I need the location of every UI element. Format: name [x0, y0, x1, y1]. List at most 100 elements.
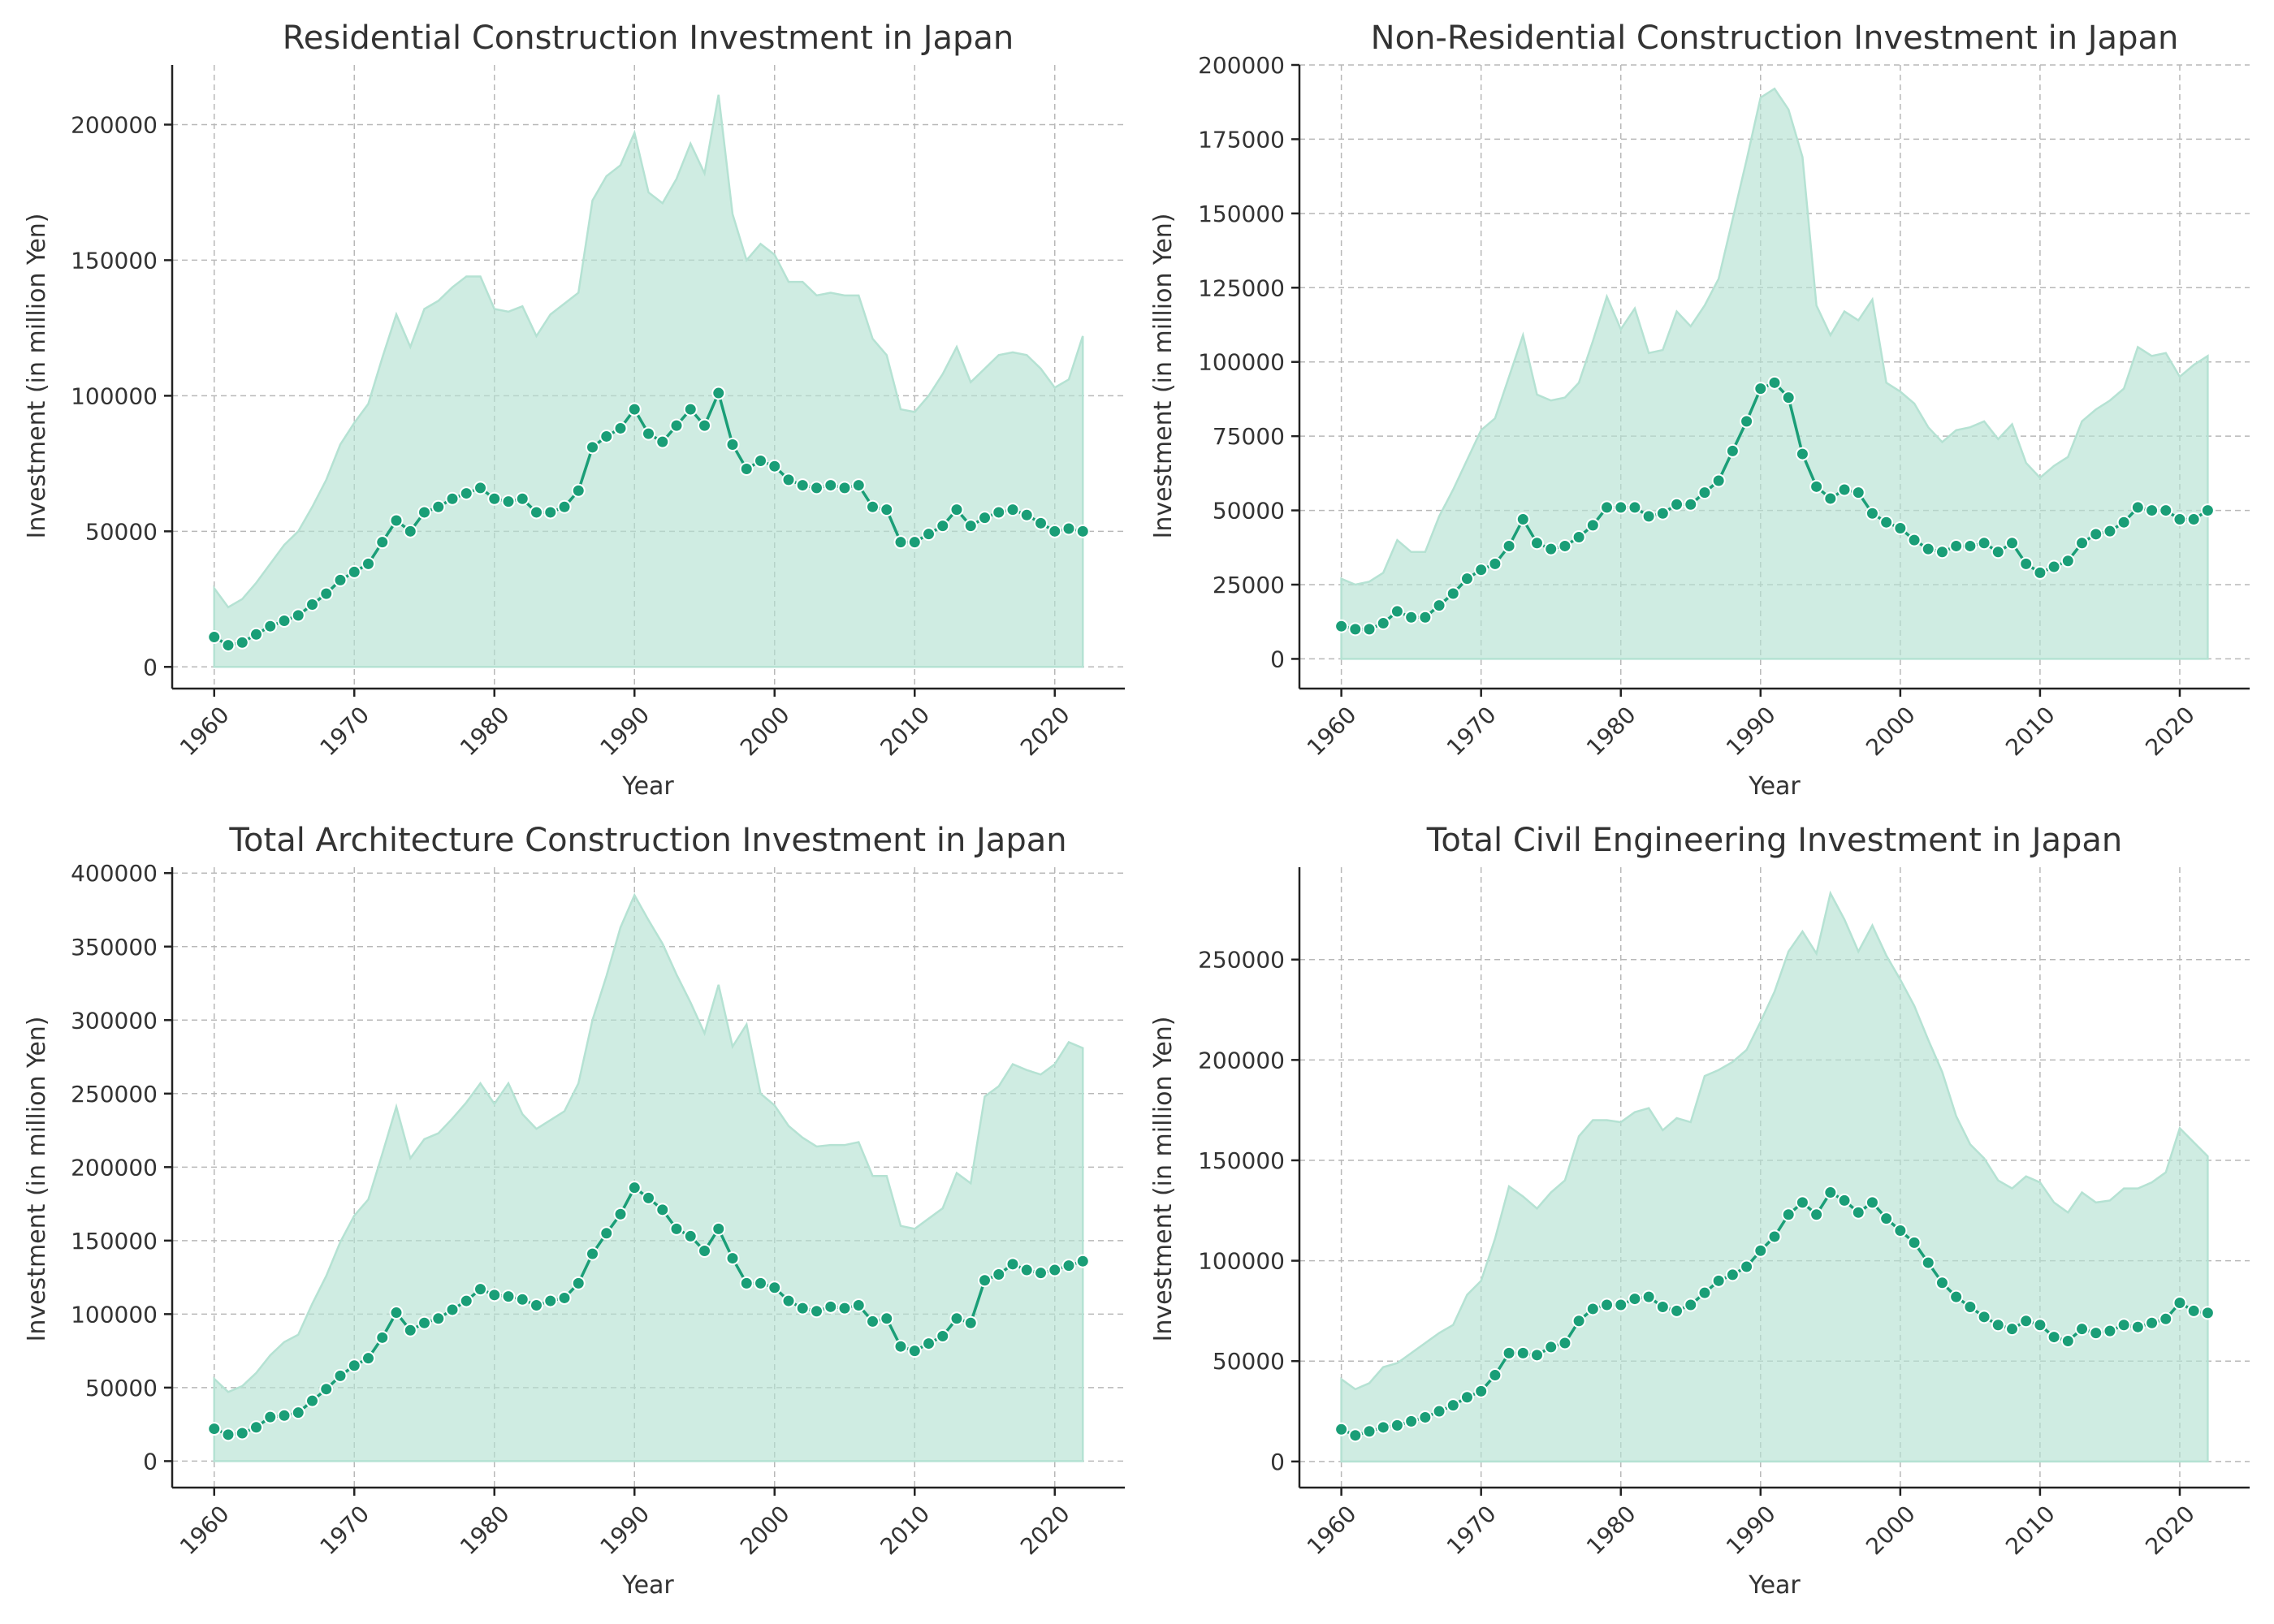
- data-point: [978, 511, 992, 525]
- data-point: [810, 1304, 824, 1319]
- data-point: [1334, 1422, 1349, 1436]
- data-point: [1019, 1263, 1034, 1277]
- y-tick-label: 125000: [1198, 274, 1285, 301]
- data-point: [1614, 500, 1628, 515]
- data-point: [1488, 556, 1502, 571]
- y-tick-label: 250000: [1198, 947, 1285, 974]
- data-point: [2019, 1314, 2034, 1328]
- data-point: [992, 505, 1006, 520]
- data-point: [2033, 565, 2047, 580]
- data-point: [1061, 1259, 1076, 1273]
- data-point: [319, 1382, 334, 1397]
- data-point: [866, 1314, 880, 1328]
- data-point: [1334, 619, 1349, 633]
- data-points: [1334, 1186, 2215, 1443]
- data-point: [1390, 1418, 1404, 1432]
- x-tick-label: 2000: [735, 1501, 795, 1561]
- data-point: [487, 491, 502, 506]
- data-point: [2130, 500, 2145, 515]
- data-point: [1767, 375, 1782, 390]
- data-point: [207, 1422, 222, 1436]
- x-axis-label: Year: [621, 1571, 674, 1600]
- y-tick-label: 0: [143, 654, 158, 680]
- data-point: [613, 1207, 628, 1221]
- data-point: [936, 1329, 950, 1344]
- data-point: [698, 1244, 711, 1259]
- data-point: [1348, 1428, 1363, 1443]
- data-point: [2116, 515, 2131, 529]
- y-axis-label: Investment (in million Yen): [1149, 1016, 1178, 1341]
- data-point: [711, 1221, 726, 1236]
- x-tick-label: 2020: [1015, 702, 1075, 762]
- data-point: [1348, 622, 1363, 637]
- data-point: [1767, 1229, 1782, 1244]
- data-point: [1404, 1414, 1419, 1428]
- data-point: [2172, 1296, 2187, 1311]
- y-tick-label: 100000: [1198, 1248, 1285, 1275]
- x-axis-label: Year: [621, 772, 674, 801]
- data-point: [1459, 1390, 1474, 1405]
- subplot-title: Residential Construction Investment in J…: [283, 19, 1014, 57]
- data-point: [1977, 1310, 1991, 1324]
- data-point: [1641, 1289, 1656, 1304]
- data-point: [1502, 538, 1516, 553]
- data-point: [963, 519, 978, 533]
- data-point: [837, 481, 852, 495]
- data-point: [1502, 1345, 1516, 1360]
- data-point: [277, 1408, 292, 1423]
- data-point: [1585, 1302, 1600, 1316]
- data-point: [1963, 1299, 1978, 1314]
- x-axis-label: Year: [1748, 772, 1801, 801]
- data-point: [922, 1337, 936, 1351]
- data-point: [613, 421, 628, 435]
- data-point: [1061, 521, 1076, 536]
- data-point: [207, 630, 222, 645]
- data-point: [1655, 1299, 1670, 1314]
- data-point: [893, 1339, 908, 1354]
- data-point: [403, 524, 417, 538]
- data-point: [949, 1311, 964, 1326]
- data-point: [1390, 604, 1404, 619]
- x-tick-label: 2020: [2140, 702, 2200, 762]
- data-point: [557, 499, 572, 514]
- data-point: [1977, 536, 1991, 551]
- data-point: [1432, 598, 1446, 613]
- data-point: [445, 491, 460, 506]
- data-point: [1921, 542, 1935, 556]
- data-point: [1571, 529, 1586, 544]
- data-point: [978, 1273, 992, 1288]
- data-point: [2033, 1318, 2047, 1332]
- data-point: [347, 1358, 361, 1373]
- data-point: [810, 481, 824, 495]
- data-point: [893, 535, 908, 550]
- data-point: [1362, 622, 1377, 637]
- data-point: [1034, 516, 1048, 530]
- data-point: [2145, 1315, 2159, 1330]
- x-tick-label: 1970: [1442, 702, 1502, 762]
- y-tick-label: 150000: [1198, 201, 1285, 227]
- data-point: [417, 1315, 431, 1330]
- data-point: [445, 1302, 460, 1317]
- data-point: [1075, 1254, 1090, 1268]
- data-point: [1558, 1336, 1572, 1350]
- data-point: [501, 1289, 516, 1304]
- data-point: [1005, 1257, 1020, 1272]
- data-point: [543, 505, 558, 520]
- data-point: [1725, 443, 1740, 458]
- data-point: [725, 1251, 740, 1266]
- subplot-residential: Residential Construction Investment in J…: [23, 19, 1125, 801]
- data-point: [2159, 503, 2173, 518]
- data-point: [949, 503, 964, 517]
- data-point: [2089, 1326, 2103, 1341]
- data-point: [249, 627, 263, 641]
- data-point: [403, 1323, 417, 1337]
- x-tick-label: 1970: [314, 702, 374, 762]
- data-point: [683, 1229, 698, 1243]
- data-point: [2103, 1324, 2117, 1338]
- data-point: [2186, 512, 2201, 527]
- data-point: [1641, 509, 1656, 524]
- data-point: [2186, 1303, 2201, 1318]
- data-point: [375, 1330, 390, 1345]
- data-point: [922, 527, 936, 542]
- x-tick-label: 1960: [175, 1501, 235, 1561]
